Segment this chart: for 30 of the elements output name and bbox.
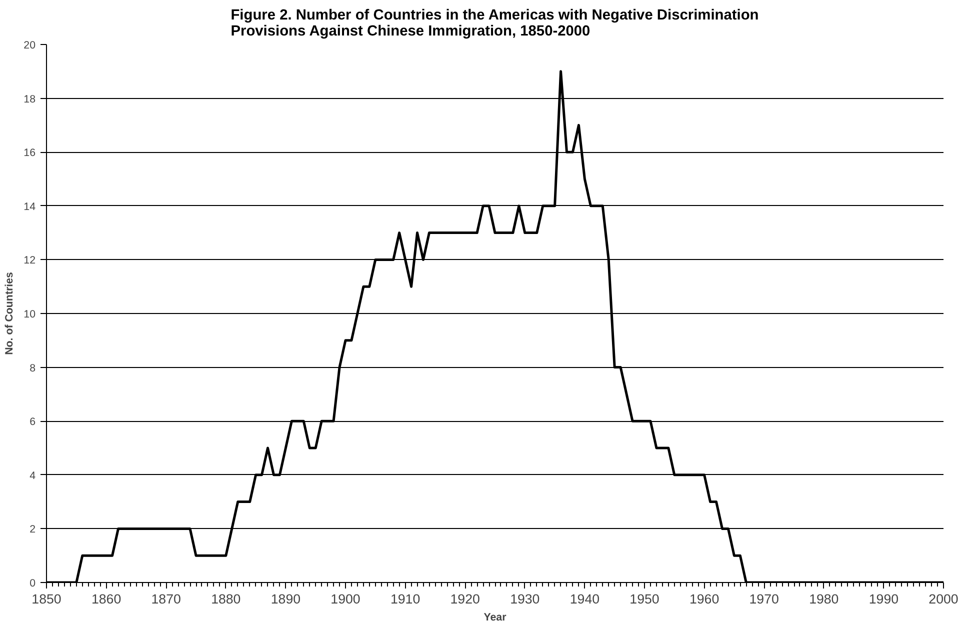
x-axis-title: Year [484, 612, 506, 624]
x-tick-label: 1880 [211, 592, 241, 606]
y-tick-label: 12 [24, 254, 36, 267]
x-tick-label: 1920 [450, 592, 480, 606]
x-tick-label: 1930 [510, 592, 540, 606]
x-tick-label: 1850 [32, 592, 62, 606]
y-tick-label: 4 [30, 470, 36, 482]
y-tick-label: 18 [24, 93, 36, 106]
y-tick-label: 0 [30, 578, 36, 590]
y-axis-title: No. of Countries [4, 272, 16, 355]
x-tick-label: 1960 [689, 592, 720, 606]
x-tick-label: 1940 [570, 592, 600, 606]
x-tick-label: 1900 [330, 592, 360, 606]
y-tick-label: 6 [30, 416, 36, 428]
x-tick-label: 1990 [868, 592, 899, 606]
y-tick-label: 14 [24, 200, 36, 213]
x-tick-label: 1890 [270, 592, 301, 606]
y-tick-label: 2 [30, 524, 36, 536]
x-tick-label: 1860 [91, 592, 122, 606]
y-tick-label: 10 [24, 308, 36, 320]
x-tick-label: 1870 [151, 592, 181, 606]
x-tick-label: 1970 [749, 592, 779, 606]
x-tick-label: 1950 [630, 592, 660, 606]
chart-title: Figure 2. Number of Countries in the Americas with Negative Discrimination Provisions Against Chinese Immigration, 1850-2000 [230, 8, 759, 40]
y-tick-label: 16 [24, 147, 36, 160]
x-tick-label: 2000 [928, 592, 958, 606]
x-tick-label: 1910 [390, 592, 420, 606]
y-tick-label: 8 [30, 362, 36, 374]
y-tick-label: 20 [24, 40, 36, 52]
x-tick-label: 1980 [809, 592, 839, 606]
